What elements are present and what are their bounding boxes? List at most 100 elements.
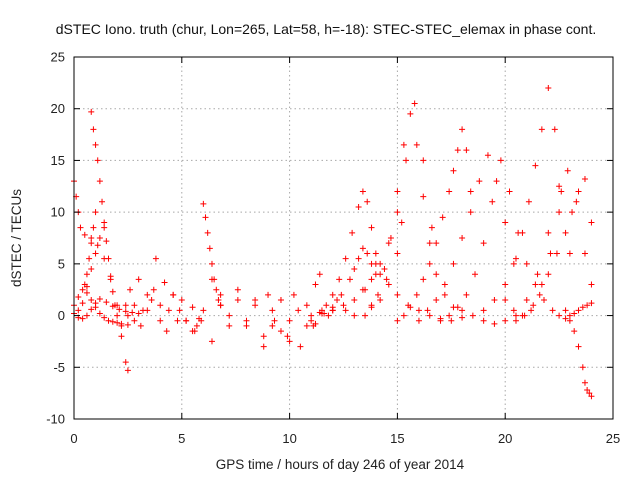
data-point xyxy=(467,209,474,216)
data-point xyxy=(94,157,101,164)
data-point xyxy=(265,291,272,298)
data-point xyxy=(579,304,586,311)
data-point xyxy=(571,328,578,335)
data-point xyxy=(208,338,215,345)
data-point xyxy=(446,312,453,319)
data-point xyxy=(556,312,563,319)
data-point xyxy=(88,108,95,115)
data-point xyxy=(420,276,427,283)
data-point xyxy=(588,393,595,400)
series-10 xyxy=(183,291,293,345)
data-point xyxy=(303,302,310,309)
y-tick-label: 10 xyxy=(51,205,65,220)
data-point xyxy=(277,328,284,335)
data-point xyxy=(426,260,433,267)
data-point xyxy=(394,188,401,195)
data-point xyxy=(107,273,114,280)
data-point xyxy=(217,291,224,298)
data-point xyxy=(463,147,470,154)
data-point xyxy=(588,219,595,226)
data-point xyxy=(243,322,250,329)
data-point xyxy=(99,198,106,205)
data-point xyxy=(502,219,509,226)
data-point xyxy=(420,193,427,200)
data-point xyxy=(208,276,215,283)
data-point xyxy=(338,291,345,298)
data-point xyxy=(541,297,548,304)
data-point xyxy=(385,240,392,247)
data-point xyxy=(329,291,336,298)
data-point xyxy=(545,85,552,92)
data-point xyxy=(193,322,200,329)
data-point xyxy=(573,198,580,205)
data-point xyxy=(532,162,539,169)
data-point xyxy=(189,304,196,311)
data-point xyxy=(510,260,517,267)
data-point xyxy=(312,281,319,288)
data-point xyxy=(528,307,535,314)
data-point xyxy=(202,214,209,221)
data-point xyxy=(476,178,483,185)
data-point xyxy=(90,224,97,231)
data-point xyxy=(303,322,310,329)
data-point xyxy=(575,343,582,350)
y-tick-label: 25 xyxy=(51,50,65,65)
data-point xyxy=(480,240,487,247)
data-point xyxy=(109,318,116,325)
data-point xyxy=(381,266,388,273)
data-point xyxy=(556,183,563,190)
data-point xyxy=(439,214,446,221)
x-tick-label: 10 xyxy=(282,431,296,446)
data-point xyxy=(118,333,125,340)
data-point xyxy=(198,317,205,324)
data-point xyxy=(569,209,576,216)
data-point xyxy=(433,271,440,278)
data-point xyxy=(271,317,278,324)
data-point xyxy=(512,317,519,324)
data-point xyxy=(581,379,588,386)
series-5 xyxy=(88,108,125,329)
data-point xyxy=(226,322,233,329)
y-tick-labels: -10 -5 0 5 10 15 20 25 xyxy=(46,50,65,427)
data-point xyxy=(407,110,414,117)
data-point xyxy=(204,229,211,236)
x-axis-title: GPS time / hours of day 246 of year 2014 xyxy=(216,457,465,472)
data-point xyxy=(127,286,134,293)
data-point xyxy=(94,242,101,249)
y-tick-label: -10 xyxy=(46,412,65,427)
data-point xyxy=(346,276,353,283)
data-point xyxy=(467,188,474,195)
data-point xyxy=(562,315,569,322)
data-point xyxy=(101,224,108,231)
data-point xyxy=(564,167,571,174)
data-point xyxy=(131,302,138,309)
x-tick-labels: 0 5 10 15 20 25 xyxy=(70,431,620,446)
data-point xyxy=(547,250,554,257)
data-point xyxy=(484,152,491,159)
data-point xyxy=(450,167,457,174)
data-point xyxy=(336,276,343,283)
data-point xyxy=(523,297,530,304)
data-point xyxy=(491,297,498,304)
data-point xyxy=(459,126,466,133)
series-4 xyxy=(75,224,108,314)
data-point xyxy=(480,307,487,314)
data-point xyxy=(88,266,95,273)
data-point xyxy=(512,312,519,319)
y-tick-label: 20 xyxy=(51,101,65,116)
data-point xyxy=(92,209,99,216)
series-15 xyxy=(312,245,379,327)
data-point xyxy=(398,219,405,226)
x-tick-label: 5 xyxy=(178,431,185,446)
data-point xyxy=(480,317,487,324)
data-point xyxy=(566,250,573,257)
data-point xyxy=(152,255,159,262)
data-point xyxy=(105,317,112,324)
data-point xyxy=(512,255,519,262)
data-point xyxy=(545,271,552,278)
data-point xyxy=(88,235,95,241)
data-point xyxy=(318,310,325,317)
data-point xyxy=(86,255,93,262)
data-point xyxy=(491,320,498,327)
data-point xyxy=(161,279,168,286)
